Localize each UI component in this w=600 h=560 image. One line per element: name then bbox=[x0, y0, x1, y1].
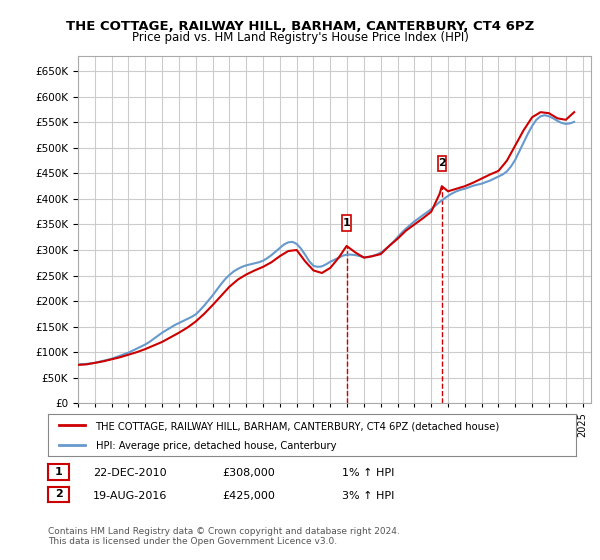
Text: THE COTTAGE, RAILWAY HILL, BARHAM, CANTERBURY, CT4 6PZ: THE COTTAGE, RAILWAY HILL, BARHAM, CANTE… bbox=[66, 20, 534, 32]
Text: Price paid vs. HM Land Registry's House Price Index (HPI): Price paid vs. HM Land Registry's House … bbox=[131, 31, 469, 44]
Text: £308,000: £308,000 bbox=[222, 468, 275, 478]
Text: 22-DEC-2010: 22-DEC-2010 bbox=[93, 468, 167, 478]
Text: 1: 1 bbox=[343, 218, 350, 228]
FancyBboxPatch shape bbox=[343, 215, 351, 231]
Text: 19-AUG-2016: 19-AUG-2016 bbox=[93, 491, 167, 501]
Text: 1: 1 bbox=[55, 467, 62, 477]
Text: 1% ↑ HPI: 1% ↑ HPI bbox=[342, 468, 394, 478]
Text: HPI: Average price, detached house, Canterbury: HPI: Average price, detached house, Cant… bbox=[95, 441, 336, 451]
FancyBboxPatch shape bbox=[437, 156, 446, 171]
Text: 3% ↑ HPI: 3% ↑ HPI bbox=[342, 491, 394, 501]
Text: 2: 2 bbox=[55, 489, 62, 500]
Text: THE COTTAGE, RAILWAY HILL, BARHAM, CANTERBURY, CT4 6PZ (detached house): THE COTTAGE, RAILWAY HILL, BARHAM, CANTE… bbox=[95, 421, 500, 431]
Text: 2: 2 bbox=[438, 158, 446, 168]
Text: Contains HM Land Registry data © Crown copyright and database right 2024.
This d: Contains HM Land Registry data © Crown c… bbox=[48, 526, 400, 546]
Text: £425,000: £425,000 bbox=[222, 491, 275, 501]
